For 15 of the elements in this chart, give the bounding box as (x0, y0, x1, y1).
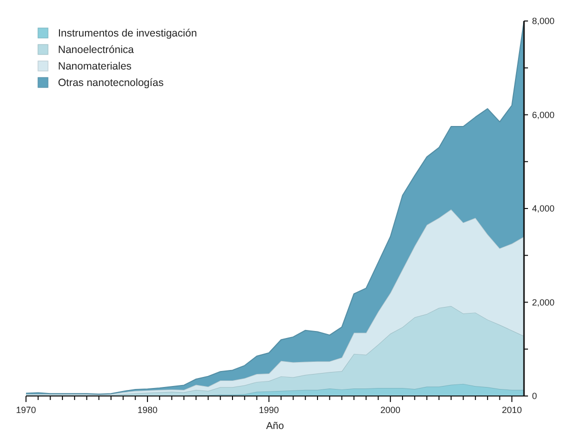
x-axis-title: Año (266, 421, 284, 432)
legend-label: Instrumentos de investigación (58, 28, 198, 40)
x-tick-label: 1980 (137, 405, 158, 415)
legend-label: Nanomateriales (58, 60, 132, 73)
y-tick-label: 6,000 (532, 110, 555, 120)
legend-label: Nanoelectrónica (58, 44, 134, 56)
legend-label: Otras nanotecnologías (58, 77, 164, 90)
y-tick-label: 8,000 (532, 16, 555, 26)
x-tick-label: 2000 (380, 405, 400, 415)
y-tick-label: 0 (532, 391, 538, 402)
x-tick-label: 2010 (502, 405, 522, 415)
y-tick-label: 2,000 (532, 297, 555, 308)
y-tick-label: 4,000 (532, 204, 555, 214)
x-tick-label: 1990 (258, 405, 279, 415)
x-tick-label: 1970 (16, 405, 36, 415)
